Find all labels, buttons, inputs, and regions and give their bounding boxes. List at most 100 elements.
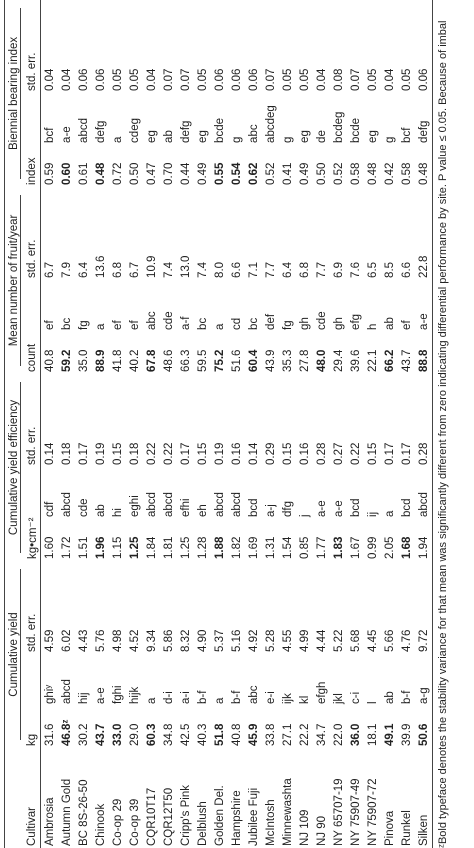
value-cell: 22.1 (366, 349, 379, 372)
value-cell: a-j (264, 504, 277, 517)
cultivar-cell: Minnewashta (281, 778, 294, 846)
value-cell: 0.06 (415, 0, 433, 93)
value-cell: 0.19 (213, 442, 226, 465)
subheader: std. err. (23, 0, 41, 93)
value-cell: 0.18 (128, 442, 141, 465)
value-cell: 51.6 (230, 349, 243, 372)
value-cell: 45.9 (247, 723, 260, 746)
subheader: std. err. (23, 560, 41, 654)
value-cell: 0.05 (196, 68, 209, 91)
table-row: Pinova 49.1 ab 5.66 2.05 a 0.17 66.2 ab 8.5 0.42 g 0… (381, 0, 398, 848)
value-cell: 0.47 (145, 162, 158, 185)
value-cell: h (366, 323, 379, 330)
value-cell: 0.05 (111, 68, 124, 91)
value-cell: 7.7 (315, 261, 328, 278)
value-cell: 13.0 (179, 255, 192, 278)
value-cell: 29.0 (128, 723, 141, 746)
value-cell: 27.8 (298, 349, 311, 372)
value-cell: 0.22 (349, 442, 362, 465)
value-cell: abcd (162, 492, 175, 517)
group-header: Cumulative yield efficiency (4, 373, 23, 561)
value-cell: 43.7 (94, 723, 107, 746)
value-cell: 4.99 (298, 629, 311, 652)
value-cell: abcdeg (264, 105, 277, 143)
value-cell: ab (162, 130, 175, 143)
table-row: Co-op 29 33.0 fghi 4.98 1.15 hi 0.15 41.8 ef 6.8 0… (109, 0, 126, 848)
value-cell: 0.17 (383, 442, 396, 465)
value-cell: 0.04 (383, 68, 396, 91)
value-cell: 10.9 (145, 255, 158, 278)
cultivar-cell: Co-op 39 (128, 798, 141, 846)
group-header-row: Cumulative yield Cumulative yield efficie… (4, 0, 23, 848)
value-cell: 1.96 (94, 536, 107, 559)
value-cell: a (145, 697, 158, 704)
value-cell: 6.8 (111, 261, 124, 278)
table-row: NY 75907-49 36.0 c-i 5.68 1.67 bcd 0.22 39.6 efg… (347, 0, 364, 848)
table-row: Ambrosia 31.6 ghiʸ 4.59 1.60 cdf 0.14 40.8 ef 6.7… (41, 0, 59, 848)
value-cell: de (315, 130, 328, 143)
cultivar-cell: CQR10T17 (145, 787, 158, 846)
value-cell: 43.9 (264, 349, 277, 372)
value-cell: 41.8 (111, 349, 124, 372)
value-cell: a-e (332, 500, 345, 517)
value-cell: 0.62 (247, 162, 260, 185)
cultivar-cell: Co-op 29 (111, 798, 124, 846)
value-cell: 6.7 (43, 261, 56, 278)
value-cell: 33.0 (111, 723, 124, 746)
value-cell: dfg (281, 500, 294, 517)
value-cell: 5.37 (213, 629, 226, 652)
value-cell: ef (400, 320, 413, 330)
value-cell: defg (415, 92, 433, 145)
value-cell: 0.50 (128, 162, 141, 185)
value-cell: l (366, 701, 379, 704)
table-row: Hampshire 40.8 b-f 5.16 1.82 abcd 0.16 51.6 cd 6.… (228, 0, 245, 848)
value-cell: g (230, 136, 243, 143)
value-cell: 0.04 (43, 68, 56, 91)
value-cell: 1.94 (415, 518, 433, 561)
value-cell: 8.5 (383, 261, 396, 278)
cultivar-cell: Pinova (383, 810, 396, 846)
value-cell: 0.49 (196, 162, 209, 185)
value-cell: 6.9 (332, 261, 345, 278)
table-row: Co-op 39 29.0 hijk 4.52 1.25 eghi 0.18 40.2 ef 6.… (126, 0, 143, 848)
value-cell: bcd (400, 498, 413, 517)
table-row: Autumn Gold 46.8ᶻ abcd 6.02 1.72 abcd 0.18 59.2… (58, 0, 75, 848)
table-row: NJ 109 22.2 kl 4.99 0.85 j 0.16 27.8 gh 6.8 0.49 eg… (296, 0, 313, 848)
value-cell: b-f (400, 690, 413, 704)
value-cell: 22.8 (415, 186, 433, 280)
value-cell: abcd (415, 466, 433, 519)
value-cell: 0.61 (77, 162, 90, 185)
value-cell: 0.19 (94, 442, 107, 465)
value-cell: 39.9 (400, 723, 413, 746)
value-cell: 40.8 (230, 723, 243, 746)
value-cell: 0.48 (415, 144, 433, 187)
value-cell: hi (111, 508, 124, 517)
value-cell: a-e (415, 279, 433, 332)
value-cell: 0.07 (349, 68, 362, 91)
cultivar-cell: Autumn Gold (60, 778, 73, 846)
value-cell: cde (77, 498, 90, 517)
table-row: Cripp's Pink 42.5 a-i 8.32 1.25 efhi 0.17 66.3 a… (177, 0, 194, 848)
value-cell: 1.88 (213, 536, 226, 559)
value-cell: ef (43, 320, 56, 330)
value-cell: 0.49 (298, 162, 311, 185)
value-cell: 1.83 (332, 536, 345, 559)
value-cell: efg (349, 313, 362, 330)
value-cell: 40.2 (128, 349, 141, 372)
first-column-header: Cultivar (23, 748, 41, 848)
value-cell: 49.1 (383, 723, 396, 746)
value-cell: g (281, 136, 294, 143)
table-row: Runkel 39.9 b-f 4.76 1.68 bcd 0.17 43.7 ef 6.6 0.5… (398, 0, 415, 848)
value-cell: a (213, 697, 226, 704)
value-cell: ab (383, 691, 396, 704)
value-cell: 5.16 (230, 629, 243, 652)
value-cell: 4.55 (281, 629, 294, 652)
subheader: kg•cm⁻² (23, 466, 41, 561)
value-cell: ef (128, 320, 141, 330)
empty-header (4, 748, 23, 848)
value-cell: 0.27 (332, 442, 345, 465)
value-cell: 0.05 (366, 68, 379, 91)
value-cell: 1.77 (315, 536, 328, 559)
cultivar-cell: Jubilee Fuji (247, 787, 260, 846)
value-cell: 0.15 (366, 442, 379, 465)
